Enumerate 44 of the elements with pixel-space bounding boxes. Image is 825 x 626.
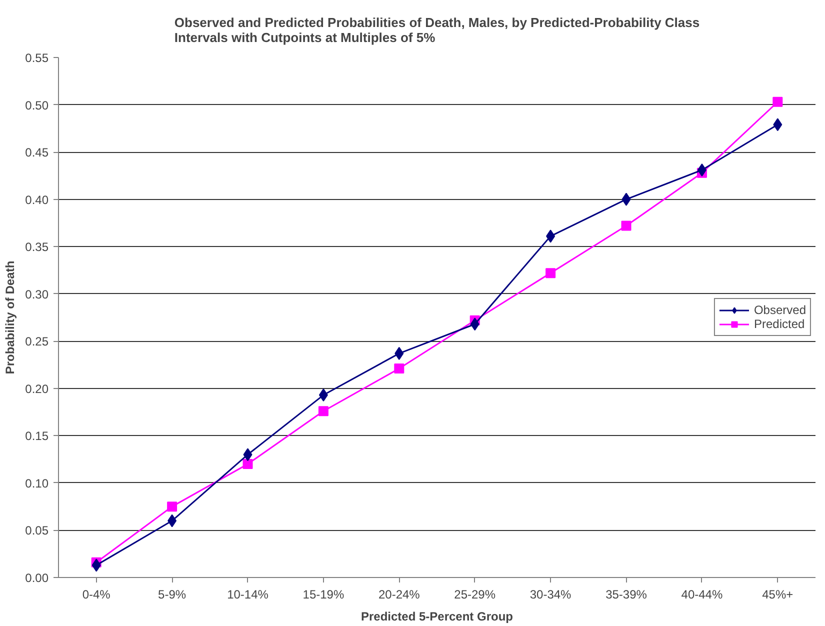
x-axis-title: Predicted 5-Percent Group (360, 610, 514, 624)
point (697, 164, 706, 177)
y-tick-label: 0.25 (25, 334, 49, 349)
point (394, 364, 404, 374)
point (394, 346, 404, 360)
x-tick-label: 35-39% (606, 588, 648, 602)
x-tick-label: 40-44% (681, 588, 723, 602)
y-tick-label: 0.35 (25, 240, 49, 254)
point (621, 220, 632, 231)
point (546, 268, 556, 278)
x-tick-label: 15-19% (302, 588, 344, 602)
y-tick-label: 0.00 (25, 571, 49, 585)
x-tick-label: 5-9% (158, 588, 186, 602)
point (242, 459, 253, 470)
x-tick-label: 10-14% (227, 588, 269, 602)
x-tick-label: 0-4% (82, 588, 111, 602)
legend-label: Predicted (754, 317, 805, 331)
y-tick-label: 0.30 (25, 287, 49, 302)
point (773, 118, 782, 132)
y-tick-label: 0.20 (25, 382, 49, 396)
point (243, 448, 252, 462)
y-tick-label: 0.50 (25, 98, 49, 112)
x-tick-label: 45%+ (762, 588, 794, 602)
x-tick-label: 25-29% (454, 588, 496, 602)
point (168, 514, 177, 528)
y-tick-label: 0.05 (25, 524, 49, 538)
point (92, 558, 101, 572)
chart-title: Observed and Predicted Probabilities of Death, Males, by Predicted-Probability Class Intervals with Cutpoints at Multiples of 5% (174, 15, 700, 45)
point (318, 406, 328, 416)
y-tick-label: 0.55 (25, 51, 49, 65)
point (772, 96, 783, 107)
point (318, 388, 328, 402)
y-tick-label: 0.45 (25, 146, 49, 160)
point (546, 230, 556, 243)
x-tick-label: 30-34% (530, 588, 572, 602)
x-tick-label: 20-24% (378, 588, 420, 602)
point (167, 502, 178, 512)
y-axis-title: Probability of Death (3, 260, 18, 374)
point (470, 318, 480, 331)
point (622, 192, 631, 206)
y-tick-label: 0.15 (25, 429, 49, 444)
legend-label: Observed (754, 303, 806, 317)
y-tick-label: 0.10 (25, 476, 49, 490)
y-tick-label: 0.40 (25, 192, 49, 207)
